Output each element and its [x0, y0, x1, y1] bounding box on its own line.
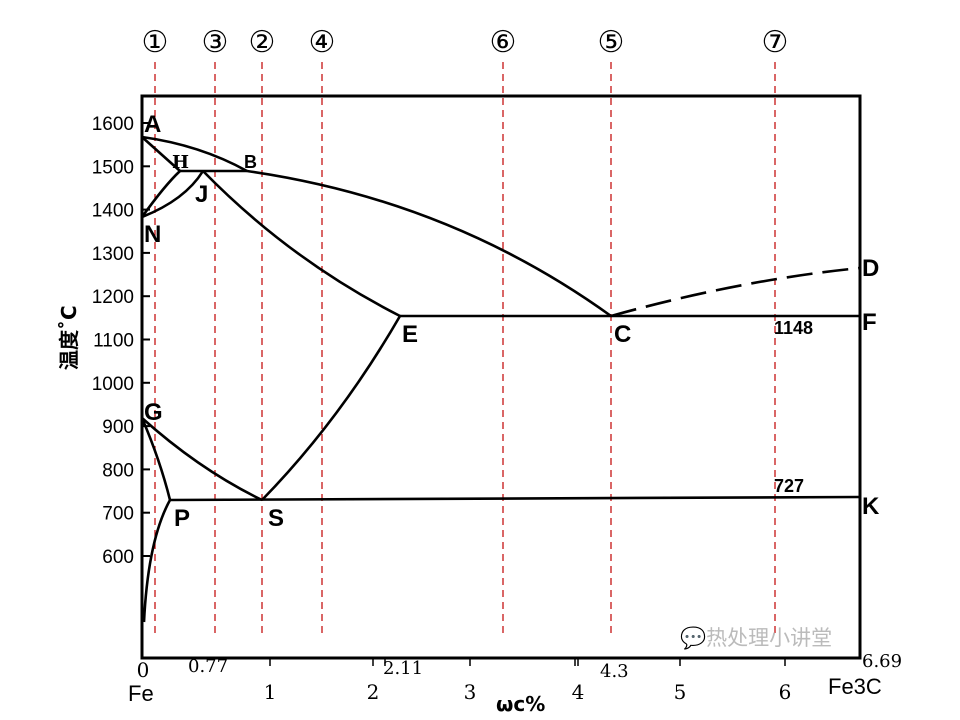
wechat-icon: 💬 [680, 626, 707, 650]
point-label-G: G [144, 399, 163, 426]
line-PSK [169, 495, 861, 502]
watermark: 💬热处理小讲堂 [680, 626, 833, 650]
point-label-N: N [144, 221, 161, 248]
alloy-marker: ① [142, 25, 169, 60]
label-4-3: 4.3 [600, 661, 629, 682]
y-tick-label: 700 [102, 504, 134, 525]
eutectic-temp-label: 1148 [774, 318, 813, 338]
line-SE [261, 315, 402, 501]
line-NJ [141, 170, 205, 219]
y-tick-label: 1400 [92, 201, 134, 222]
point-label-F: F [862, 309, 877, 336]
x-axis-label: ωc% [496, 692, 545, 716]
fe3c-label: Fe3C [828, 674, 882, 699]
point-label-D: D [862, 255, 879, 282]
y-tick-label: 1200 [92, 287, 134, 308]
point-label-P: P [174, 505, 190, 532]
alloy-marker: ③ [202, 25, 229, 60]
point-label-S: S [268, 505, 284, 532]
point-label-B: B [244, 152, 257, 172]
label-2-11: 2.11 [383, 658, 423, 679]
line-AB [141, 135, 248, 173]
point-label-H: H [172, 152, 189, 173]
line-GS [141, 417, 263, 502]
y-tick-label: 1300 [92, 244, 134, 265]
x-tick-label: 2 [367, 680, 380, 704]
line-NH [140, 170, 181, 218]
fe-label: Fe [128, 681, 154, 706]
x-zero-label: 0 [137, 658, 150, 682]
plot-frame [140, 94, 862, 660]
alloy-marker: ④ [309, 25, 336, 60]
line-GP [140, 417, 172, 501]
label-0-77: 0.77 [188, 656, 228, 677]
y-tick-label: 600 [102, 547, 134, 568]
point-label-K: K [862, 493, 880, 520]
y-tick-label: 800 [102, 460, 134, 481]
y-tick-label: 1500 [92, 157, 134, 178]
y-axis-label: 温度˚C [57, 305, 81, 370]
y-tick-label: 1100 [93, 331, 134, 352]
point-label-J: J [195, 181, 208, 208]
x-tick-label: 6 [779, 680, 792, 704]
line-BC [246, 169, 612, 318]
point-label-E: E [402, 321, 418, 348]
alloy-marker: ⑥ [490, 25, 517, 60]
alloy-marker: ⑦ [762, 25, 789, 60]
label-6-69: 6.69 [862, 651, 902, 672]
y-tick-label: 1600 [92, 114, 134, 135]
eutectoid-temp-label: 727 [774, 476, 804, 496]
alloy-marker: ② [249, 25, 276, 60]
x-tick-label: 5 [674, 680, 687, 704]
y-tick-label: 900 [102, 417, 134, 438]
y-tick-label: 1000 [92, 374, 134, 395]
alloy-marker: ⑤ [598, 25, 625, 60]
point-label-C: C [614, 321, 631, 348]
x-tick-label: 3 [464, 680, 477, 704]
line-JE [202, 170, 401, 318]
x-tick-label: 1 [264, 680, 277, 704]
line-AH [141, 136, 181, 172]
point-label-A: A [144, 111, 161, 138]
line-CD [610, 266, 861, 318]
line-PQ [142, 499, 172, 623]
x-tick-label: 4 [572, 680, 585, 704]
